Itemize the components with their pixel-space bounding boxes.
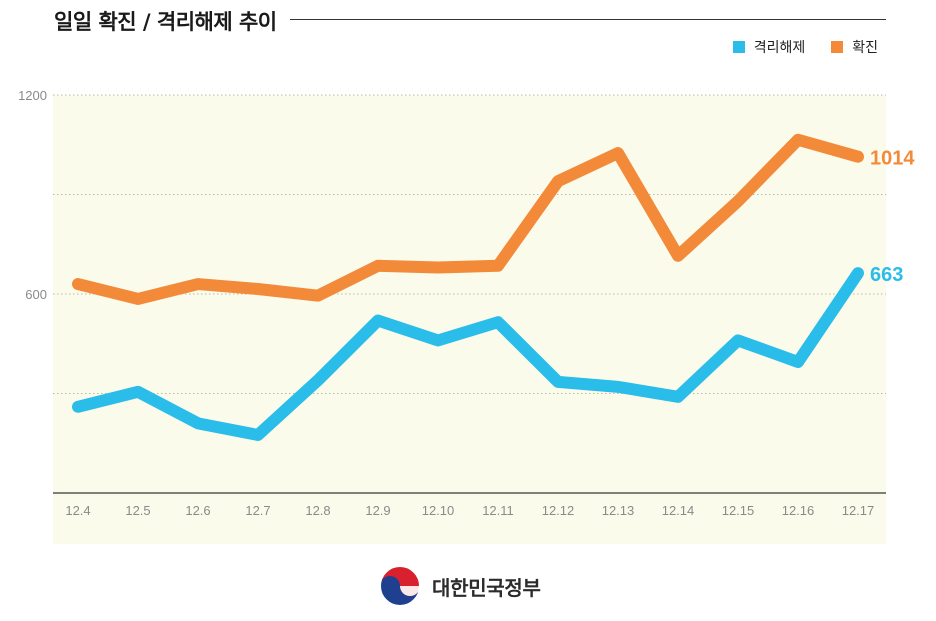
series-line-release (72, 267, 864, 441)
data-point (376, 263, 380, 268)
grid-lines (53, 94, 886, 494)
data-point (76, 282, 80, 287)
data-point (376, 318, 380, 323)
x-tick-label: 12.8 (305, 503, 330, 518)
data-point (556, 379, 560, 384)
chart-title: 일일 확진 / 격리해제 추이 (54, 10, 277, 34)
footer-brand: 대한민국정부 (378, 564, 541, 608)
data-point (436, 265, 440, 270)
data-point (136, 296, 140, 301)
legend: 격리해제 확진 (732, 37, 878, 57)
legend-label-confirmed: 확진 (852, 40, 878, 56)
y-tick-label: 600 (25, 287, 47, 302)
data-point (256, 432, 260, 437)
x-tick-label: 12.9 (365, 503, 390, 518)
data-point (196, 421, 200, 426)
data-point (256, 287, 260, 292)
data-point (796, 137, 800, 142)
data-point (796, 359, 800, 364)
data-point (856, 271, 860, 276)
x-tick-label: 12.12 (542, 503, 575, 518)
x-tick-label: 12.16 (782, 503, 815, 518)
data-point (736, 338, 740, 343)
x-tick-label: 12.4 (65, 503, 90, 518)
data-point (676, 253, 680, 258)
data-point (196, 282, 200, 287)
title-rule (290, 19, 886, 20)
data-point (76, 404, 80, 409)
y-tick-label: 1200 (18, 88, 47, 103)
data-labels: 1014 663 (870, 148, 915, 286)
data-point (136, 389, 140, 394)
x-tick-label: 12.11 (482, 503, 514, 518)
legend-label-release: 격리해제 (753, 40, 806, 56)
legend-item-confirmed: 확진 (831, 37, 878, 57)
x-tick-label: 12.13 (602, 503, 635, 518)
axis-ticks: 600 1200 12.4 12.5 12.6 12.7 12.8 12.9 12.10 12.1… (18, 88, 874, 518)
plot-background (53, 95, 886, 544)
legend-item-release: 격리해제 (732, 37, 806, 57)
footer-brand-text: 대한민국정부 (432, 575, 541, 600)
data-point (556, 179, 560, 184)
end-value-label: 663 (870, 264, 903, 286)
data-point (676, 394, 680, 399)
data-point (616, 151, 620, 156)
x-tick-label: 12.14 (662, 503, 695, 518)
x-tick-label: 12.7 (245, 503, 270, 518)
data-point (496, 320, 500, 325)
government-emblem-icon (379, 565, 421, 607)
data-point (496, 263, 500, 268)
x-tick-label: 12.5 (125, 503, 150, 518)
data-point (736, 199, 740, 204)
x-tick-label: 12.15 (722, 503, 755, 518)
data-point (856, 154, 860, 159)
data-point (616, 384, 620, 389)
x-tick-label: 12.17 (842, 503, 875, 518)
data-point (436, 338, 440, 343)
series-line-confirmed (72, 133, 864, 305)
x-tick-label: 12.10 (422, 503, 455, 518)
legend-swatch-release (732, 41, 745, 53)
legend-swatch-confirmed (831, 41, 844, 53)
data-point (316, 293, 320, 298)
series-lines (72, 133, 864, 441)
data-point (316, 378, 320, 383)
end-value-label: 1014 (870, 148, 915, 170)
x-tick-label: 12.6 (185, 503, 210, 518)
